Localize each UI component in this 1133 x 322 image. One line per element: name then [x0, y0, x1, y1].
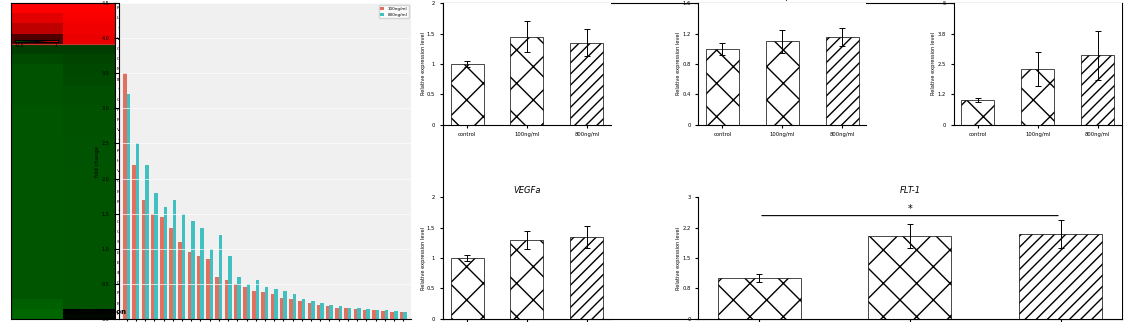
Bar	[160, 217, 163, 319]
Bar	[451, 64, 484, 125]
Y-axis label: Relative expression level: Relative expression level	[676, 32, 681, 95]
Bar	[206, 259, 210, 319]
Bar	[219, 235, 222, 319]
Y-axis label: Relative expression level: Relative expression level	[420, 32, 426, 95]
Y-axis label: Relative expression level: Relative expression level	[931, 32, 936, 95]
Bar	[292, 294, 296, 319]
Bar	[133, 165, 136, 319]
Bar	[344, 308, 348, 319]
Bar	[201, 228, 204, 319]
Bar	[242, 287, 247, 319]
Bar	[317, 305, 321, 319]
Bar	[215, 277, 219, 319]
Bar	[335, 308, 339, 319]
Text: *: *	[908, 204, 912, 214]
Bar	[265, 287, 269, 319]
Bar	[326, 306, 330, 319]
Bar	[233, 284, 237, 319]
Title: FLT-1: FLT-1	[900, 186, 920, 195]
Bar	[363, 310, 366, 319]
Bar	[570, 43, 603, 125]
Bar	[289, 299, 292, 319]
Bar	[210, 249, 213, 319]
Bar	[301, 299, 305, 319]
Bar	[312, 301, 315, 319]
Bar	[1081, 55, 1114, 125]
Bar	[228, 256, 231, 319]
Bar	[366, 309, 369, 319]
Bar	[271, 294, 274, 319]
Bar	[154, 193, 157, 319]
Bar	[307, 303, 312, 319]
Bar	[123, 73, 127, 319]
Bar	[330, 305, 333, 319]
Bar	[262, 292, 265, 319]
Bar	[511, 37, 544, 125]
Bar	[298, 301, 301, 319]
Bar	[224, 280, 228, 319]
Text: 1: 1	[54, 43, 58, 48]
Bar	[353, 309, 357, 319]
Bar	[766, 41, 799, 125]
Bar	[191, 221, 195, 319]
Bar	[283, 291, 287, 319]
Bar	[394, 311, 398, 319]
Text: 800/Con: 800/Con	[95, 309, 127, 315]
Bar	[1021, 69, 1054, 125]
Bar	[237, 277, 241, 319]
Bar	[1020, 234, 1102, 319]
Bar	[136, 144, 139, 319]
Bar	[869, 236, 952, 319]
Title: VEGFa: VEGFa	[513, 186, 540, 195]
Bar	[391, 312, 394, 319]
Bar	[169, 228, 172, 319]
Bar	[151, 213, 154, 319]
Bar	[826, 37, 859, 125]
Bar	[961, 100, 995, 125]
Bar	[280, 298, 283, 319]
Bar	[706, 49, 739, 125]
Bar	[570, 237, 603, 319]
Y-axis label: fold change: fold change	[95, 146, 101, 176]
Bar	[142, 200, 145, 319]
Bar	[321, 303, 324, 319]
Bar	[717, 278, 801, 319]
Title: IL-6: IL-6	[1030, 0, 1045, 1]
Bar	[339, 306, 342, 319]
Bar	[188, 252, 191, 319]
Bar	[385, 310, 389, 319]
Bar	[274, 289, 278, 319]
Text: 100/Con: 100/Con	[61, 309, 93, 315]
Bar	[403, 312, 407, 319]
Bar	[382, 311, 385, 319]
Bar	[247, 284, 250, 319]
Bar	[179, 242, 182, 319]
Bar	[145, 165, 148, 319]
Bar	[348, 308, 351, 319]
Bar	[197, 256, 201, 319]
Bar	[511, 240, 544, 319]
Bar	[127, 94, 130, 319]
Y-axis label: Relative expression level: Relative expression level	[676, 227, 681, 290]
Title: FGF2: FGF2	[517, 0, 538, 1]
Bar	[375, 310, 380, 319]
Bar	[451, 258, 484, 319]
Bar	[357, 308, 360, 319]
Bar	[372, 310, 375, 319]
Legend: 100ng/ml, 800ng/ml: 100ng/ml, 800ng/ml	[378, 5, 409, 18]
Bar	[256, 280, 259, 319]
Title: TGF-$\beta$2: TGF-$\beta$2	[767, 0, 798, 3]
Bar	[163, 207, 167, 319]
Bar	[253, 291, 256, 319]
Y-axis label: Relative expression level: Relative expression level	[420, 227, 426, 290]
Bar	[182, 213, 186, 319]
Text: -0.5: -0.5	[15, 43, 24, 48]
Bar	[400, 312, 403, 319]
Bar	[172, 200, 177, 319]
